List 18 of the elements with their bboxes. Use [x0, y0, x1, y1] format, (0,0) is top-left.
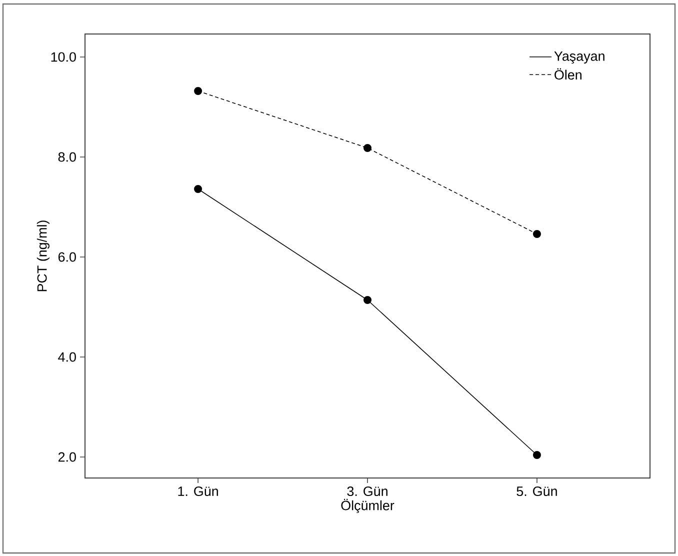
- y-tick-label: 10.0: [51, 52, 76, 62]
- legend-label: Ölen: [554, 68, 582, 80]
- point: [364, 144, 372, 152]
- legend-label: Yaşayan: [554, 52, 604, 64]
- point: [532, 230, 541, 238]
- x-tick-label: 5. Gün: [516, 486, 557, 496]
- y-tick-label: 8.0: [58, 152, 76, 162]
- point: [194, 86, 202, 95]
- y-axis-title: PCT (ng/ml): [36, 220, 50, 292]
- point: [364, 296, 372, 304]
- y-tick-label: 4.0: [58, 352, 76, 362]
- x-axis-title: Ölçümler: [341, 498, 394, 513]
- x-tick-label: 1. Gün: [178, 486, 218, 496]
- y-tick-label: 2.0: [58, 452, 76, 462]
- point: [194, 184, 202, 193]
- y-tick-label: 6.0: [58, 252, 76, 262]
- point: [532, 451, 541, 459]
- x-tick-label: 3. Gün: [347, 486, 388, 496]
